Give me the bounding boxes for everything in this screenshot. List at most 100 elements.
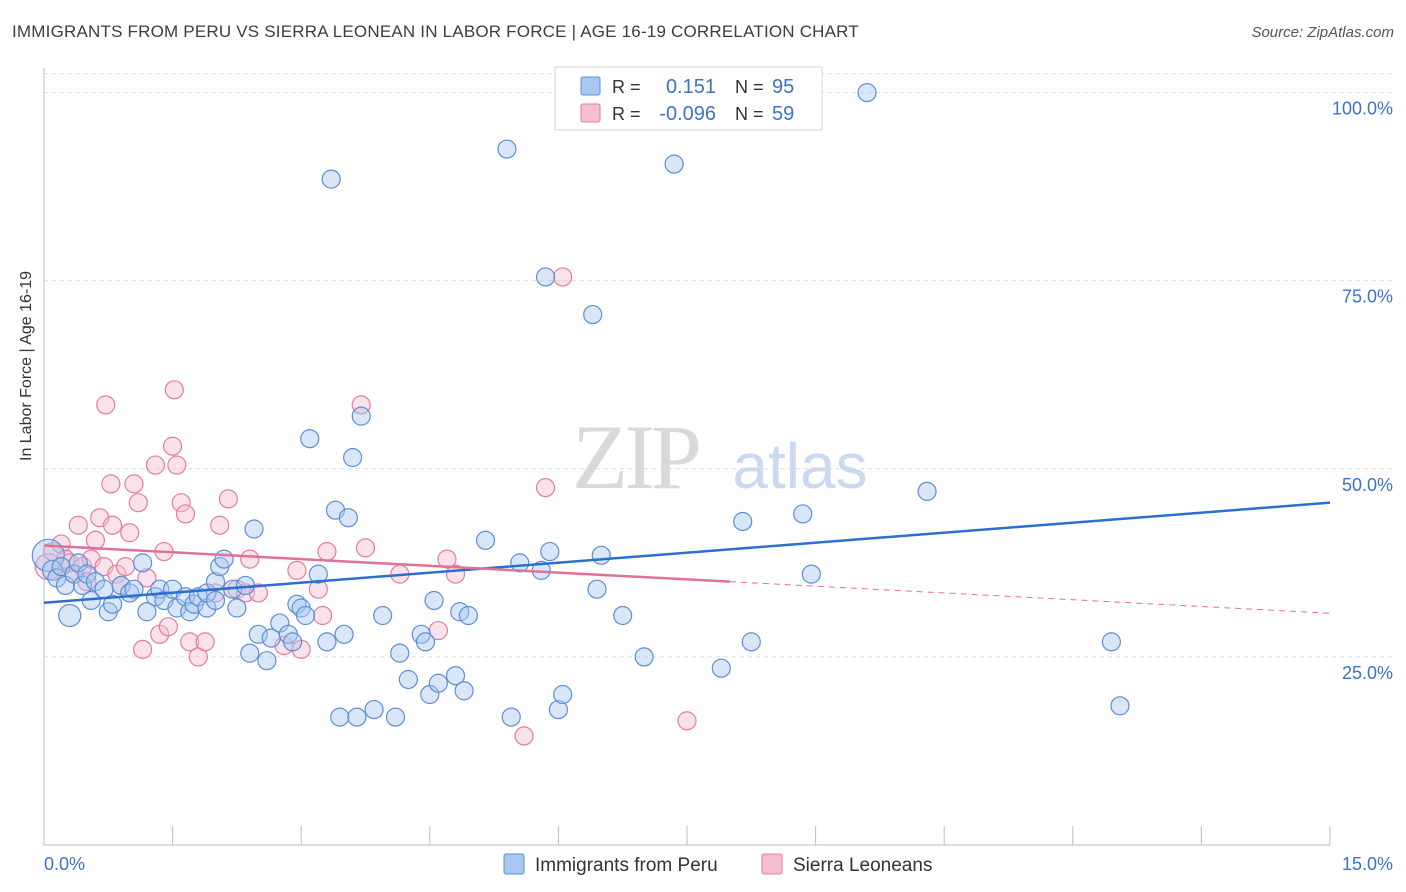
legend-r-label: R = [612,104,641,124]
peru-point [308,564,328,584]
sierra-leonean-point [51,534,71,554]
peru-point [58,603,82,628]
peru-point [475,530,496,550]
legend-n-value: 59 [772,103,794,125]
y-tick-label: 100.0% [1332,99,1393,119]
peru-point [205,590,226,611]
sierra-leonean-point [101,474,121,494]
peru-point [373,605,393,626]
legend-stats: R = 0.151 N = 95 R = -0.096 N = 59 [554,66,823,131]
watermark: ZIP atlas [572,406,868,508]
peru-point [338,508,358,528]
legend-r-label: R = [612,77,641,97]
legend-n-label: N = [735,77,764,97]
peru-point [390,643,410,663]
sierra-leonean-point [164,380,184,400]
y-tick-label: 25.0% [1342,663,1393,683]
sierra-leonean-point [128,493,148,513]
watermark-zip: ZIP [572,406,699,508]
legend-bottom-label: Sierra Leoneans [793,855,932,876]
peru-point [72,575,93,596]
legend-n-label: N = [735,104,764,124]
sierra-leonean-point [145,455,166,475]
peru-point [497,139,517,159]
sierra-leonean-point [677,711,697,731]
peru-point [132,553,153,573]
sierra-leonean-point [313,605,333,626]
sierra-leonean-point [132,639,153,659]
sierra-leonean-point [535,478,556,498]
peru-point [321,169,341,189]
source-label: Source: ZipAtlas.com [1251,24,1394,41]
sierra-leonean-point [355,538,376,558]
peru-point [317,632,337,652]
sierra-leonean-trend-line [43,544,730,583]
peru-point [634,647,654,667]
peru-point [793,504,813,524]
sierra-leonean-point [137,568,157,588]
x-tick-label: 0.0% [44,854,85,874]
sierra-leonean-point [195,632,215,652]
sierra-leonean-point [351,395,371,415]
sierra-leonean-point [317,541,337,562]
peru-point [424,590,444,611]
sierra-leonean-point [180,632,200,652]
peru-point [300,429,320,449]
peru-point [741,632,761,652]
chart-title: IMMIGRANTS FROM PERU VS SIERRA LEONEAN I… [12,22,859,41]
peru-point [553,684,573,705]
peru-point [548,699,569,720]
peru-point [244,519,264,539]
sierra-leonean-point [163,436,183,456]
peru-trend-line [43,501,1331,604]
peru-point [733,511,753,532]
sierra-leonean-point [218,489,238,509]
peru-point [540,541,560,562]
sierra-leonean-point [115,557,136,577]
peru-point [801,564,821,584]
peru-point [587,579,607,599]
legend-swatch [580,76,601,96]
tick-labels: 25.0% 50.0% 75.0% 100.0% 0.0% 15.0% [44,99,1393,874]
peru-point [334,624,354,644]
peru-point [214,549,234,569]
peru-point [343,447,363,468]
sierra-leonean-point [158,617,178,637]
grid-lines [44,73,1392,658]
legend-swatch [580,103,601,123]
peru-point [917,481,937,501]
sierra-leonean-point [287,560,307,580]
peru-point [248,624,268,644]
legend-r-value: 0.151 [666,76,716,98]
peru-point [454,681,474,701]
peru-point [137,602,157,622]
sierra-leonean-point [553,267,573,287]
peru-point [428,673,448,693]
watermark-atlas: atlas [732,430,867,502]
sierra-leonean-point [96,395,116,415]
peru-point [857,83,877,103]
peru-point [415,632,436,652]
peru-point [501,707,521,727]
trend-lines [43,501,1331,614]
peru-point [1101,632,1121,652]
sierra-leonean-point [85,530,106,550]
peru-point [664,154,684,174]
sierra-leonean-point [210,515,230,535]
peru-point [445,666,466,686]
sierra-leonean-point [171,493,191,513]
y-tick-label: 50.0% [1342,475,1393,495]
peru-point [385,707,406,727]
peru-point [295,605,316,626]
sierra-leonean-point [68,515,88,535]
sierra-leonean-point [175,504,196,524]
peru-point [398,669,418,690]
legend-bottom: Immigrants from Peru Sierra Leoneans [503,853,932,876]
legend-bottom-swatch [503,853,525,875]
sierra-leonean-point [102,515,123,535]
sierra-leonean-point [124,474,144,494]
peru-point [240,643,260,663]
sierra-leonean-trend-line-dashed [729,581,1331,614]
peru-point [364,699,384,720]
